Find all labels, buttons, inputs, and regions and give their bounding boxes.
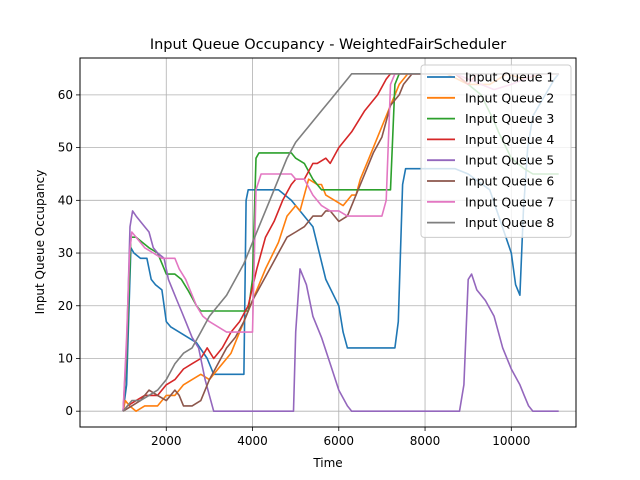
plot-frame [79, 57, 577, 428]
legend-label-1: Input Queue 1 [465, 70, 554, 85]
x-tick-label: 10000 [492, 434, 530, 448]
x-tick-label: 8000 [410, 434, 441, 448]
y-tick-label: 40 [58, 193, 73, 207]
x-axis-label: Time [312, 456, 342, 470]
x-tick-label: 6000 [324, 434, 355, 448]
ticks: 2000 4000 6000 8000 10000 0 10 20 30 40 50 60 [58, 88, 531, 448]
legend-label-6: Input Queue 6 [465, 174, 554, 189]
x-tick-label: 2000 [151, 434, 182, 448]
y-tick-label: 20 [58, 299, 73, 313]
chart-title: Input Queue Occupancy - WeightedFairSche… [150, 37, 506, 53]
y-tick-label: 30 [58, 246, 73, 260]
legend-box [420, 64, 572, 238]
legend-label-7: Input Queue 7 [465, 194, 554, 209]
legend-label-8: Input Queue 8 [465, 215, 554, 230]
series-line-5 [122, 210, 559, 412]
y-axis-label: Input Queue Occupancy [33, 170, 47, 315]
y-tick-label: 50 [58, 141, 73, 155]
y-tick-label: 0 [65, 404, 73, 418]
legend-label-2: Input Queue 2 [465, 90, 554, 105]
legend: Input Queue 1 Input Queue 2 Input Queue 3 I… [420, 64, 572, 238]
y-tick-label: 60 [58, 88, 73, 102]
y-tick-label: 10 [58, 351, 73, 365]
legend-label-3: Input Queue 3 [465, 111, 554, 126]
legend-label-4: Input Queue 4 [465, 132, 554, 147]
x-tick-label: 4000 [237, 434, 268, 448]
legend-label-5: Input Queue 5 [465, 153, 554, 168]
